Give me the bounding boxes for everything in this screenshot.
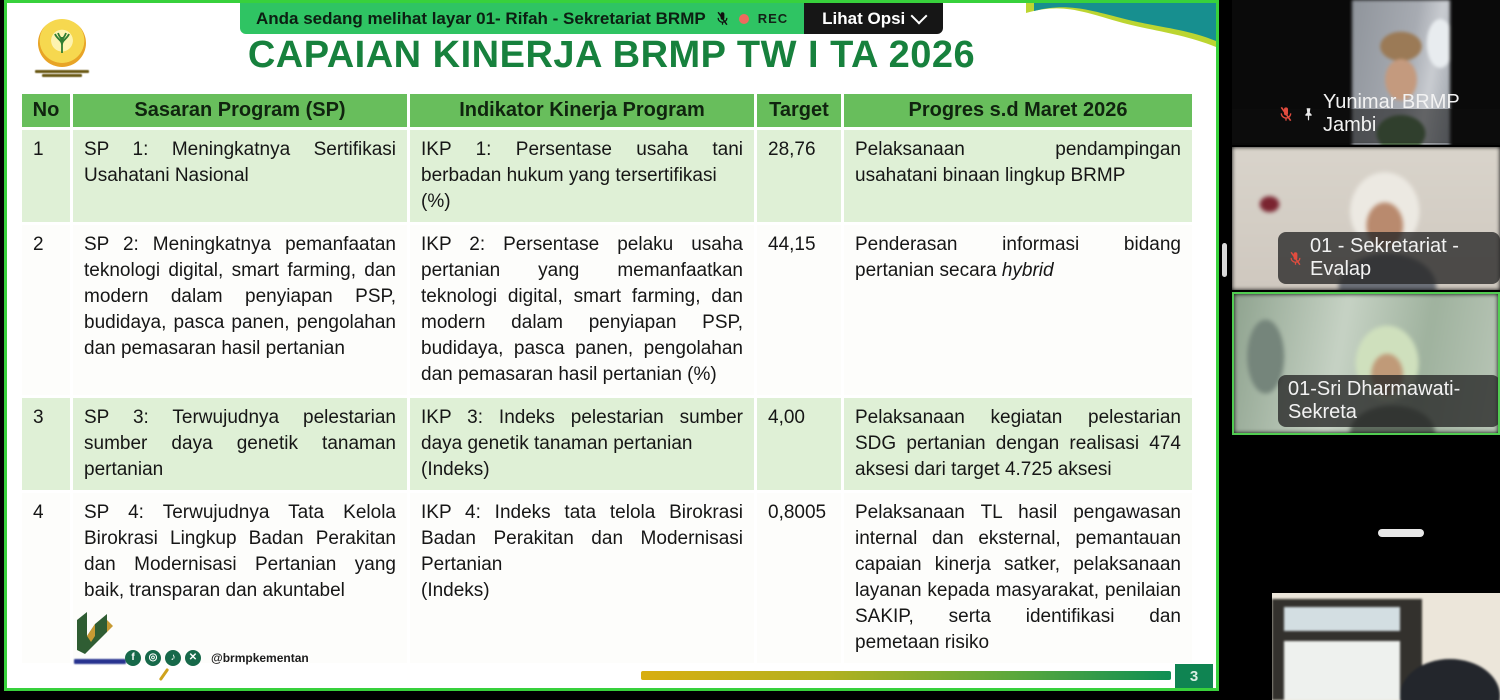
header-no: No — [22, 94, 70, 127]
header-target: Target — [757, 94, 841, 127]
instagram-icon: ◎ — [145, 650, 161, 666]
screen-share-banner: Anda sedang melihat layar 01- Rifah - Se… — [240, 3, 944, 34]
facebook-icon: f — [125, 650, 141, 666]
recording-label: REC — [757, 11, 789, 26]
participant-name: 01-Sri Dharmawati-Sekreta — [1288, 378, 1461, 423]
tiktok-icon: ♪ — [165, 650, 181, 666]
row-ikp: IKP 2: Persentase pelaku usaha pertanian… — [421, 234, 743, 385]
participant-tile-partial[interactable] — [1272, 593, 1500, 700]
table-header-row: No Sasaran Program (SP) Indikator Kinerj… — [22, 94, 1192, 127]
view-options-button[interactable]: Lihat Opsi — [804, 3, 944, 34]
social-links-row: f ◎ ♪ ✕ @brmpkementan — [125, 650, 309, 666]
row-no: 4 — [33, 502, 44, 523]
panel-resize-handle[interactable] — [1222, 243, 1227, 277]
ministry-logo — [29, 19, 95, 78]
header-indikator: Indikator Kinerja Program — [410, 94, 754, 127]
participant-name-label: 01-Sri Dharmawati-Sekreta — [1278, 375, 1498, 427]
corner-wave-decoration — [1026, 3, 1216, 47]
kpi-table: No Sasaran Program (SP) Indikator Kinerj… — [19, 91, 1195, 666]
video-panel-scroll-handle[interactable] — [1378, 529, 1424, 537]
brmp-logo-caption — [74, 659, 126, 664]
participant-tile-sri-dharmawati-active-speaker[interactable]: 01-Sri Dharmawati-Sekreta — [1232, 292, 1500, 435]
footer-gradient-bar — [641, 671, 1171, 680]
shared-screen-slide: CAPAIAN KINERJA BRMP TW I TA 2026 No Sas… — [4, 0, 1219, 691]
table-row: 3 SP 3: Terwujudnya pelestarian sumber d… — [22, 398, 1192, 490]
slide-title: CAPAIAN KINERJA BRMP TW I TA 2026 — [247, 34, 976, 76]
mic-muted-red-icon — [1288, 249, 1303, 268]
pin-icon — [1301, 106, 1316, 123]
table-row: 4 SP 4: Terwujudnya Tata Kelola Birokras… — [22, 493, 1192, 663]
viewing-text: Anda sedang melihat layar 01- Rifah - Se… — [256, 8, 706, 28]
table-row: 1 SP 1: Meningkatnya Sertifikasi Usahata… — [22, 130, 1192, 222]
row-sp: SP 2: Meningkatnya pemanfaatan teknologi… — [84, 234, 396, 359]
page-number-badge: 3 — [1175, 664, 1213, 688]
social-handle: @brmpkementan — [211, 651, 309, 665]
ministry-logo-caption — [29, 70, 95, 77]
row-no: 1 — [33, 139, 44, 160]
participant-tile-yunimar[interactable]: Yunimar BRMP Jambi — [1232, 0, 1500, 145]
gold-accent-mark — [158, 667, 170, 682]
row-no: 2 — [33, 234, 44, 255]
chevron-down-icon — [910, 7, 928, 25]
window-frame — [1272, 599, 1422, 700]
participant-name: 01 - Sekretariat - Evalap — [1310, 235, 1459, 280]
x-icon: ✕ — [185, 650, 201, 666]
row-ikp: IKP 3: Indeks pelestarian sumber daya ge… — [421, 407, 743, 480]
row-ikp: IKP 1: Persentase usaha tani berbadan hu… — [421, 139, 743, 212]
mic-muted-icon — [715, 9, 730, 28]
row-target: 4,00 — [768, 407, 805, 428]
row-progres: Penderasan informasi bidang pertanian se… — [855, 234, 1181, 281]
participant-name-label: Yunimar BRMP Jambi — [1278, 91, 1500, 137]
screen-share-status: Anda sedang melihat layar 01- Rifah - Se… — [240, 3, 805, 34]
row-target: 0,8005 — [768, 502, 827, 523]
participant-video — [1272, 593, 1500, 700]
row-sp: SP 3: Terwujudnya pelestarian sumber day… — [84, 407, 396, 480]
name-label-shade — [1232, 109, 1500, 143]
row-no: 3 — [33, 407, 44, 428]
row-sp: SP 4: Terwujudnya Tata Kelola Birokrasi … — [84, 502, 396, 601]
header-progres: Progres s.d Maret 2026 — [844, 94, 1192, 127]
participant-name-label: 01 - Sekretariat - Evalap — [1278, 232, 1500, 284]
recording-dot-icon — [738, 13, 749, 24]
table-row: 2 SP 2: Meningkatnya pemanfaatan teknolo… — [22, 225, 1192, 395]
ministry-logo-emblem — [38, 19, 86, 67]
mic-muted-red-icon — [1278, 104, 1294, 124]
italic-term: hybrid — [1001, 260, 1054, 281]
row-ikp: IKP 4: Indeks tata telola Birokrasi Bada… — [421, 502, 743, 601]
row-progres: Pelaksanaan pendampingan usahatani binaa… — [855, 139, 1181, 186]
header-sasaran: Sasaran Program (SP) — [73, 94, 407, 127]
participant-tile-sekretariat-evalap[interactable]: 01 - Sekretariat - Evalap — [1232, 147, 1500, 290]
row-sp: SP 1: Meningkatnya Sertifikasi Usahatani… — [84, 139, 396, 186]
row-target: 44,15 — [768, 234, 816, 255]
row-progres: Pelaksanaan kegiatan pelestarian SDG per… — [855, 407, 1181, 480]
row-progres: Pelaksanaan TL hasil pengawasan internal… — [855, 502, 1181, 653]
participant-name: Yunimar BRMP Jambi — [1323, 91, 1460, 136]
brmp-agency-logo — [71, 610, 129, 664]
row-target: 28,76 — [768, 139, 816, 160]
